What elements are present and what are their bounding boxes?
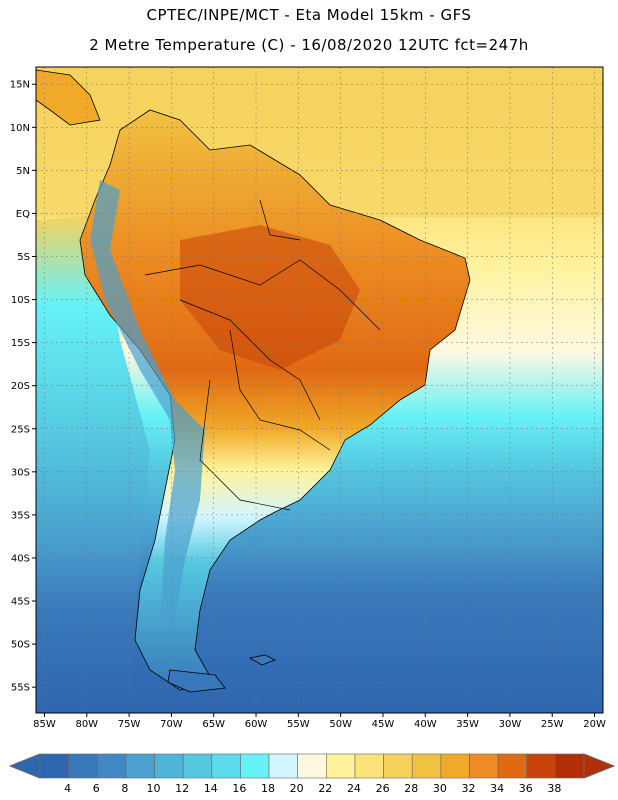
colorbar-low-arrow <box>8 753 41 779</box>
colorbar-label: 6 <box>93 782 100 795</box>
lon-tick-label: 70W <box>160 719 183 730</box>
colorbar-swatch <box>326 753 356 779</box>
colorbar-label: 4 <box>64 782 71 795</box>
lat-tick-label: 30S <box>11 467 30 478</box>
lat-tick-label: 5S <box>17 252 30 263</box>
colorbar-swatch <box>182 753 213 779</box>
lat-tick-label: 25S <box>11 424 30 435</box>
colorbar-label: 36 <box>519 782 533 795</box>
map-title-line-1: CPTEC/INPE/MCT - Eta Model 15km - GFS <box>146 6 472 24</box>
country-borders <box>144 199 381 511</box>
colorbar-label: 12 <box>175 782 189 795</box>
lat-tick-label: 15S <box>11 338 30 349</box>
lat-tick-label: 55S <box>11 683 30 694</box>
lon-tick-label: 75W <box>118 719 141 730</box>
temperature-map-figure: 15N 10N 5N EQ 5S 10S 15S 20S 25S 30S 35S 40S 45S 50S 5… <box>8 66 616 795</box>
colorbar-swatch <box>469 753 499 779</box>
colorbar-swatch <box>125 753 155 779</box>
colorbar-labels: 4 6 8 10 12 14 16 18 20 22 24 26 28 30 32 34 36 38 <box>64 782 561 795</box>
lat-tick-label: EQ <box>16 209 30 220</box>
colorbar-swatch <box>211 753 241 779</box>
colorbar-label: 30 <box>433 782 447 795</box>
lat-tick-label: 50S <box>11 640 30 651</box>
colorbar-high-arrow <box>583 753 616 779</box>
lon-tick-label: 30W <box>499 719 522 730</box>
colorbar-swatch <box>526 753 556 779</box>
colorbar-label: 38 <box>547 782 561 795</box>
tierra-del-fuego <box>167 669 226 693</box>
colorbar-label: 16 <box>232 782 246 795</box>
colorbar-swatch <box>354 753 384 779</box>
pacific-ocean-field <box>36 215 150 713</box>
lat-tick-label: 45S <box>11 597 30 608</box>
colorbar-label: 10 <box>147 782 161 795</box>
lat-tick-label: 10N <box>10 123 30 134</box>
andes-cold-ridge <box>90 180 205 620</box>
lat-tick-label: 10S <box>11 295 30 306</box>
colorbar-label: 26 <box>376 782 390 795</box>
colorbar-label: 32 <box>461 782 475 795</box>
lat-tick-label: 40S <box>11 553 30 564</box>
colorbar-label: 20 <box>290 782 304 795</box>
amazon-hot-core <box>180 225 360 370</box>
colorbar-swatch <box>411 753 442 779</box>
map-title-line-2: 2 Metre Temperature (C) - 16/08/2020 12U… <box>89 36 529 54</box>
colorbar-swatch <box>39 753 69 779</box>
longitude-axis: 85W 80W 75W 70W 65W 60W 55W 50W 45W 40W 35W 30W 25W 2… <box>33 713 606 730</box>
colorbar-label: 18 <box>261 782 275 795</box>
colorbar-label: 28 <box>404 782 418 795</box>
lon-tick-label: 85W <box>33 719 56 730</box>
lat-tick-label: 35S <box>11 510 30 521</box>
colorbar-swatch <box>240 753 270 779</box>
colorbar-label: 34 <box>490 782 504 795</box>
lon-tick-label: 25W <box>541 719 564 730</box>
colorbar-swatch <box>383 753 413 779</box>
lon-tick-label: 80W <box>75 719 98 730</box>
lon-tick-label: 55W <box>287 719 310 730</box>
map-plot-area <box>36 67 603 713</box>
lon-tick-label: 50W <box>329 719 352 730</box>
colorbar-swatch <box>68 753 98 779</box>
lon-tick-label: 35W <box>456 719 479 730</box>
lat-tick-label: 5N <box>16 166 30 177</box>
colorbar-swatch <box>268 753 298 779</box>
colorbar-swatch <box>555 753 585 779</box>
colorbar-label: 8 <box>121 782 128 795</box>
colorbar-label: 14 <box>204 782 218 795</box>
colorbar-label: 24 <box>347 782 361 795</box>
lon-tick-label: 65W <box>202 719 225 730</box>
colorbar-swatch <box>154 753 184 779</box>
map-frame <box>35 66 604 714</box>
colorbar-swatch <box>440 753 470 779</box>
caribbean-land <box>36 69 101 126</box>
colorbar-swatch <box>497 753 528 779</box>
colorbar-swatch <box>96 753 127 779</box>
lon-tick-label: 45W <box>372 719 395 730</box>
lon-tick-label: 60W <box>245 719 268 730</box>
lon-tick-label: 40W <box>414 719 437 730</box>
lat-tick-label: 20S <box>11 381 30 392</box>
lat-tick-label: 15N <box>10 80 30 91</box>
latitude-axis: 15N 10N 5N EQ 5S 10S 15S 20S 25S 30S 35S 40S 45S 50S 5… <box>10 80 36 694</box>
lon-tick-label: 20W <box>583 719 606 730</box>
colorbar-label: 22 <box>318 782 332 795</box>
temperature-colorbar <box>8 753 616 779</box>
colorbar-swatch <box>297 753 327 779</box>
